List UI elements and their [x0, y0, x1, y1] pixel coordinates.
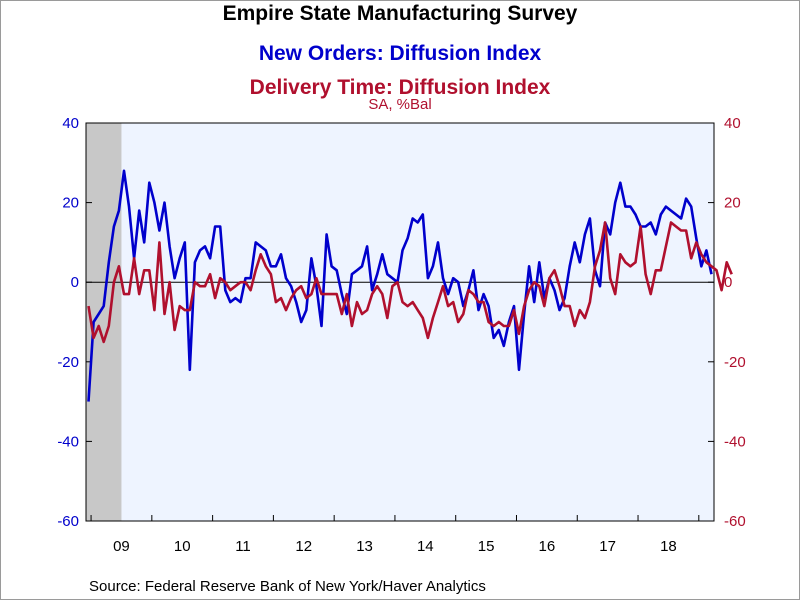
x-tick-label: 16	[539, 538, 556, 555]
y-tick-label-left: -20	[57, 354, 79, 371]
source-note: Source: Federal Reserve Bank of New York…	[89, 578, 486, 595]
series-line-new-orders	[87, 169, 713, 402]
y-tick-label-left: 20	[62, 195, 79, 212]
x-tick-label: 12	[295, 538, 312, 555]
y-tick-label-right: -40	[724, 433, 746, 450]
plot-area	[86, 123, 714, 521]
y-tick-label-left: -40	[57, 433, 79, 450]
chart-subtitle: SA, %Bal	[368, 96, 432, 113]
x-tick-label: 13	[356, 538, 373, 555]
x-tick-label: 18	[660, 538, 677, 555]
x-tick-label: 09	[113, 538, 130, 555]
plot-border	[85, 122, 715, 522]
legend-delivery-time: Delivery Time: Diffusion Index	[249, 76, 551, 99]
x-tick-label: 14	[417, 538, 434, 555]
y-tick-label-left: -60	[57, 513, 79, 530]
x-tick-label: 10	[174, 538, 191, 555]
y-tick-label-right: -20	[724, 354, 746, 371]
y-tick-label-right: -60	[724, 513, 746, 530]
y-tick-label-left: 0	[71, 274, 79, 291]
x-tick-label: 15	[478, 538, 495, 555]
y-tick-label-left: 40	[62, 115, 79, 132]
y-tick-label-right: 40	[724, 115, 741, 132]
x-tick-label: 11	[235, 538, 251, 555]
x-tick-label: 17	[599, 538, 616, 555]
legend-new-orders: New Orders: Diffusion Index	[258, 42, 542, 65]
series-line-delivery-time	[87, 221, 733, 344]
y-tick-label-right: 20	[724, 195, 741, 212]
y-tick-label-right: 0	[724, 274, 732, 291]
chart-title: Empire State Manufacturing Survey	[222, 2, 578, 25]
